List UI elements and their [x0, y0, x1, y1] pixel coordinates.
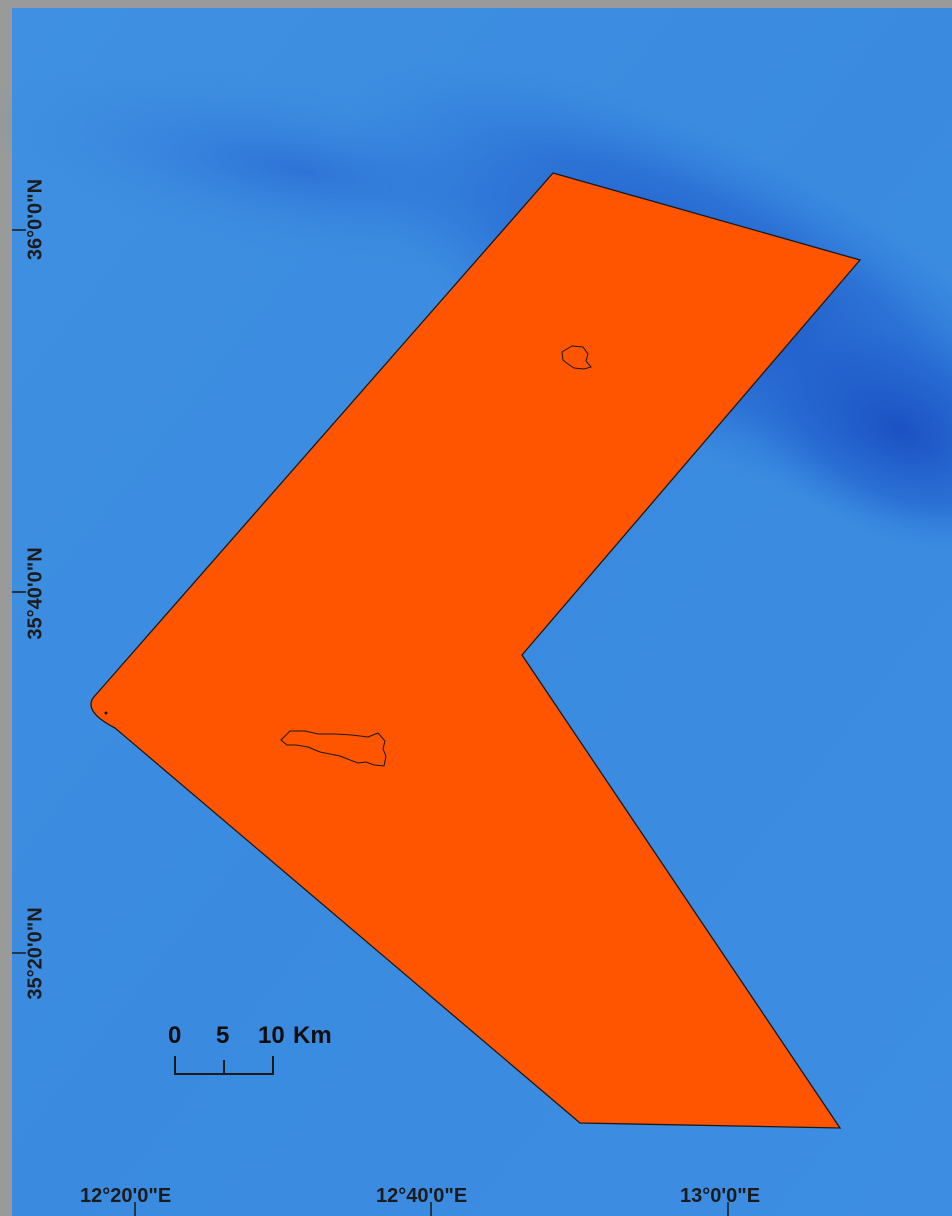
scale-bar — [174, 1056, 274, 1075]
latitude-label: 36°0'0"N — [24, 178, 47, 261]
zone-polygon — [90, 172, 862, 1129]
scale-tick-label: 10 — [258, 1022, 285, 1049]
scale-unit-label: Km — [293, 1022, 332, 1049]
islet-marker — [104, 711, 108, 715]
latitude-label: 35°40'0"N — [24, 547, 47, 640]
island-outline — [280, 730, 387, 767]
scale-tick-label: 5 — [216, 1022, 230, 1049]
longitude-label: 13°0'0"E — [680, 1185, 761, 1207]
deep-water-area — [730, 304, 952, 556]
longitude-label: 12°20'0"E — [80, 1185, 172, 1207]
deep-water-area — [0, 64, 626, 276]
latitude-label: 35°20'0"N — [24, 907, 47, 1000]
scale-tick-label: 0 — [168, 1022, 182, 1049]
island-outline — [561, 345, 592, 370]
longitude-label: 12°40'0"E — [376, 1185, 468, 1207]
